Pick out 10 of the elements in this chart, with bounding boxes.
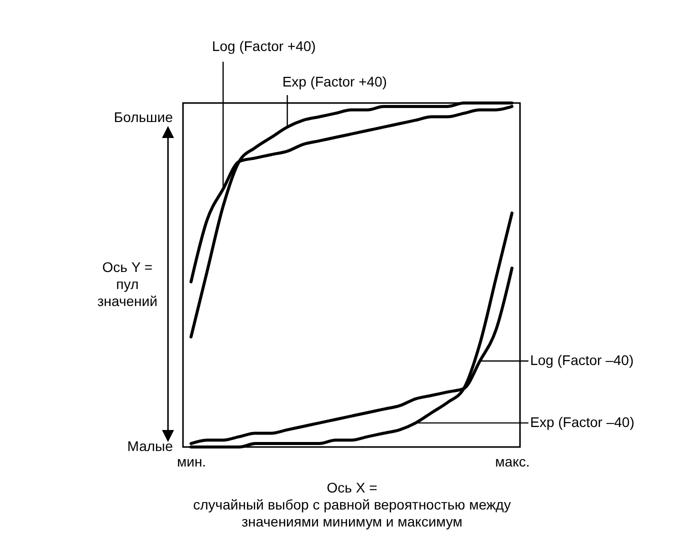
- text: Большие: [114, 109, 174, 126]
- y-axis-title: Ось Y = пул значений: [97, 259, 158, 310]
- series-label: Exp (Factor +40): [282, 73, 387, 90]
- text: Малые: [127, 438, 174, 454]
- text: Exp (Factor –40): [530, 414, 634, 430]
- x-tick-label: макс.: [495, 454, 530, 470]
- x-tick-label: мин.: [176, 454, 206, 470]
- x-axis-title: Ось X = случайный выбор с равной вероятностью между значениями минимум и максимум: [193, 480, 511, 530]
- text: Log (Factor +40): [212, 38, 316, 54]
- legend-label: Log (Factor –40): [530, 352, 634, 368]
